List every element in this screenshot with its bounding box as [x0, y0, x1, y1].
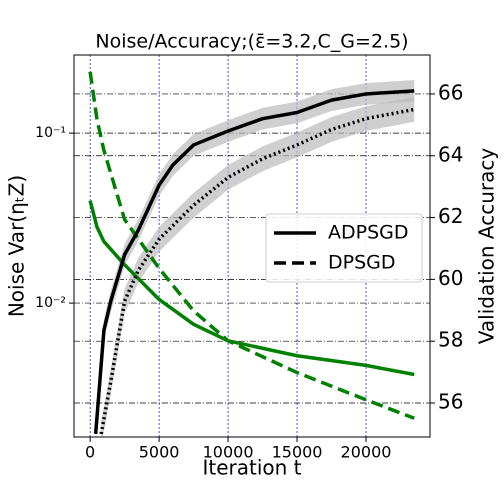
y2-tick-label: 64 — [438, 142, 463, 166]
x-tick-label: 0 — [85, 443, 95, 462]
legend-label: ADPSGD — [328, 222, 409, 244]
y2-tick-label: 56 — [438, 390, 463, 414]
series-line — [88, 200, 415, 377]
x-axis-label: Iteration t — [202, 456, 301, 480]
y2-tick-label: 62 — [438, 204, 463, 228]
y2-axis-label: Validation Accuracy — [475, 148, 499, 345]
series-line — [93, 89, 415, 435]
legend-label: DPSGD — [328, 252, 396, 274]
y2-tick-label: 60 — [438, 266, 463, 290]
x-tick-label: 10000 — [203, 443, 254, 462]
x-tick-label: 5000 — [139, 443, 180, 462]
series-line — [99, 107, 415, 435]
y-tick-label: 10⁻¹ — [35, 125, 66, 141]
y-tick-label: 10⁻² — [35, 295, 66, 311]
x-tick-label: 20000 — [341, 443, 392, 462]
error-band — [101, 97, 415, 437]
plot-area — [88, 71, 415, 437]
error-band — [95, 80, 415, 437]
y2-tick-label: 66 — [438, 80, 463, 104]
y-axis-label: Noise Var(ηₜZ) — [5, 175, 29, 317]
axes-frame — [73, 54, 431, 438]
legend-box — [265, 213, 423, 283]
series-line — [88, 71, 415, 420]
chart-title: Noise/Accuracy;(ε̄=3.2,C_G=2.5) — [95, 31, 408, 53]
x-tick-label: 15000 — [272, 443, 323, 462]
axes: 0 5000 10000 15000 20000 10⁻¹ 10⁻² 56 58 60 62 64 66… — [35, 80, 463, 461]
y2-tick-label: 58 — [438, 328, 463, 352]
